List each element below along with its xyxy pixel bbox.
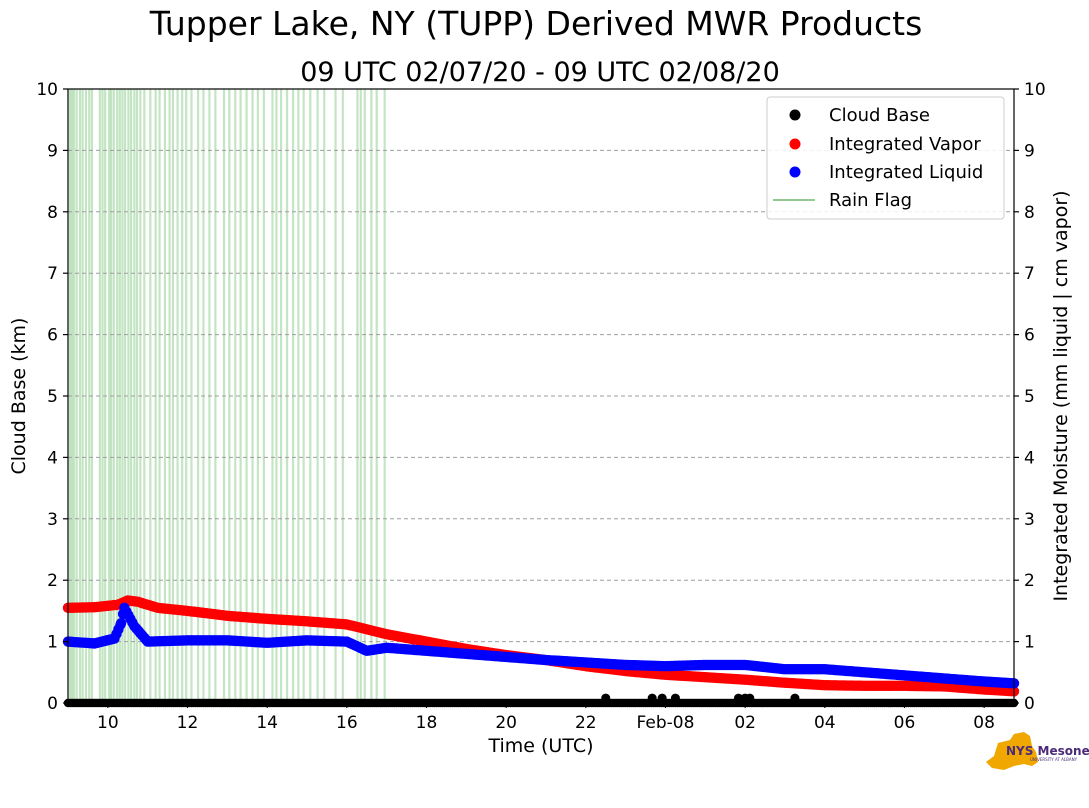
- y-tick-label-right: 1: [1024, 633, 1035, 653]
- cloud-base-point: [601, 693, 611, 703]
- cloud-base-point: [670, 693, 680, 703]
- x-tick-label: 06: [894, 713, 916, 733]
- y-tick-label-right: 9: [1024, 141, 1035, 161]
- cloud-base-point: [745, 693, 755, 703]
- y-tick-label-left: 10: [36, 80, 58, 100]
- x-tick-label: 18: [416, 713, 438, 733]
- y-tick-label-left: 2: [47, 571, 58, 591]
- y-tick-label-left: 6: [47, 326, 58, 346]
- legend-label-rain-flag: Rain Flag: [829, 190, 912, 211]
- y-tick-label-right: 5: [1024, 387, 1035, 407]
- cloud-base-point: [733, 693, 743, 703]
- y-tick-label-left: 1: [47, 633, 58, 653]
- legend-label-integrated-vapor: Integrated Vapor: [829, 134, 981, 155]
- chart-title: Tupper Lake, NY (TUPP) Derived MWR Produ…: [149, 4, 923, 43]
- x-tick-label: 10: [97, 713, 119, 733]
- y-tick-label-left: 7: [47, 264, 58, 284]
- x-axis-label: Time (UTC): [487, 735, 593, 757]
- cloud-base-point: [790, 693, 800, 703]
- x-tick-label: 14: [256, 713, 278, 733]
- y-axis-label-left: Cloud Base (km): [8, 318, 30, 475]
- legend: Cloud Base Integrated Vapor Integrated L…: [766, 96, 1005, 220]
- cloud-base-point: [657, 693, 667, 703]
- nys-mesonet-logo: NYS Mesonet UNIVERSITY AT ALBANY: [986, 732, 1089, 770]
- ny-state-shape-icon: [986, 732, 1038, 770]
- x-tick-label: 08: [973, 713, 995, 733]
- x-tick-label: 16: [336, 713, 358, 733]
- legend-marker-integrated-liquid: [789, 166, 801, 178]
- x-tick-label: 12: [177, 713, 199, 733]
- x-tick-label: 04: [814, 713, 836, 733]
- x-tick-label: 20: [495, 713, 517, 733]
- y-tick-label-right: 0: [1024, 694, 1035, 714]
- legend-label-cloud-base: Cloud Base: [829, 105, 930, 126]
- logo-subtext: UNIVERSITY AT ALBANY: [1030, 757, 1078, 762]
- y-tick-label-left: 0: [47, 694, 58, 714]
- legend-label-integrated-liquid: Integrated Liquid: [829, 162, 983, 183]
- y-tick-label-left: 4: [47, 448, 58, 468]
- x-tick-label: 22: [575, 713, 597, 733]
- cloud-base-point: [647, 693, 657, 703]
- y-axis-label-right: Integrated Moisture (mm liquid | cm vapo…: [1050, 190, 1072, 601]
- y-tick-label-left: 8: [47, 203, 58, 223]
- integrated-liquid-point: [115, 617, 127, 629]
- logo-text: NYS Mesonet: [1006, 744, 1089, 758]
- y-tick-label-right: 6: [1024, 326, 1035, 346]
- y-tick-label-left: 5: [47, 387, 58, 407]
- x-tick-label: 02: [734, 713, 756, 733]
- legend-marker-cloud-base: [789, 109, 801, 121]
- y-tick-label-right: 2: [1024, 571, 1035, 591]
- data-points: [62, 595, 1020, 708]
- y-tick-label-left: 9: [47, 141, 58, 161]
- chart-subtitle: 09 UTC 02/07/20 - 09 UTC 02/08/20: [300, 57, 780, 88]
- y-tick-label-right: 3: [1024, 510, 1035, 530]
- legend-box: [766, 96, 1005, 220]
- x-tick-label: Feb-08: [637, 713, 695, 733]
- y-tick-label-left: 3: [47, 510, 58, 530]
- y-tick-label-right: 7: [1024, 264, 1035, 284]
- y-tick-label-right: 4: [1024, 448, 1035, 468]
- legend-marker-integrated-vapor: [789, 138, 801, 150]
- y-tick-label-right: 10: [1024, 80, 1046, 100]
- y-tick-label-right: 8: [1024, 203, 1035, 223]
